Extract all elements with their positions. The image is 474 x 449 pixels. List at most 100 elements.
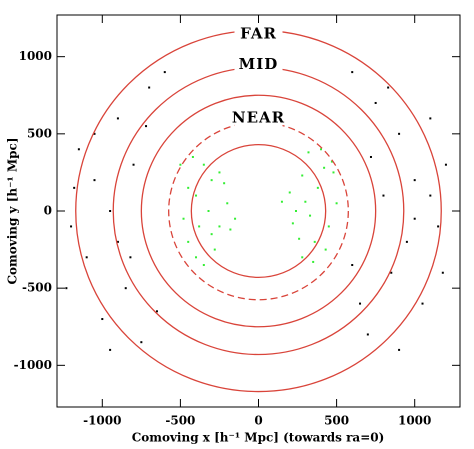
point — [324, 248, 327, 251]
point — [288, 191, 291, 194]
y-tick-label: -1000 — [14, 358, 52, 372]
point — [374, 101, 377, 104]
point — [413, 217, 416, 220]
point — [316, 186, 319, 189]
point — [359, 302, 362, 305]
point — [226, 202, 229, 205]
point — [323, 166, 326, 169]
y-tick-label: 500 — [27, 126, 52, 140]
y-tick-label: -500 — [22, 281, 52, 295]
point — [195, 256, 198, 259]
point — [129, 256, 132, 259]
point — [210, 233, 213, 236]
point — [307, 151, 310, 154]
x-tick-label: -1000 — [83, 414, 121, 428]
y-tick-label: 1000 — [19, 49, 52, 63]
point — [202, 163, 205, 166]
annotation-bg — [234, 109, 283, 128]
point — [398, 132, 401, 135]
x-axis-label: Comoving x [h⁻¹ Mpc] (towards ra=0) — [132, 431, 385, 445]
point — [327, 225, 330, 228]
point — [421, 302, 424, 305]
point — [234, 217, 237, 220]
point — [390, 271, 393, 274]
point — [145, 125, 148, 128]
annotation: FAR — [240, 24, 277, 42]
x-tick-label: 500 — [324, 414, 349, 428]
point — [313, 240, 316, 243]
point — [101, 318, 104, 321]
point — [124, 287, 127, 290]
point — [405, 240, 408, 243]
annotation-bg — [234, 25, 283, 44]
point — [65, 287, 68, 290]
annotation: MID — [239, 55, 279, 73]
point — [330, 160, 333, 163]
point — [187, 186, 190, 189]
point — [398, 348, 401, 351]
point — [179, 163, 182, 166]
point — [155, 310, 158, 313]
radius-circle — [140, 94, 377, 328]
point — [195, 194, 198, 197]
point — [109, 348, 112, 351]
point — [444, 163, 447, 166]
point — [309, 214, 312, 217]
point — [191, 155, 194, 158]
point — [207, 210, 210, 212]
y-tick-label: 0 — [44, 204, 52, 218]
point — [369, 155, 372, 158]
point — [382, 194, 385, 197]
point — [387, 86, 390, 89]
point — [163, 71, 166, 74]
point — [140, 341, 143, 344]
point — [229, 228, 232, 231]
point — [312, 260, 315, 263]
point — [116, 240, 119, 243]
point — [218, 171, 221, 174]
x-tick-label: 1000 — [398, 414, 431, 428]
y-axis-label: Comoving y [h⁻¹ Mpc] — [6, 137, 20, 284]
point — [73, 186, 76, 189]
point — [301, 256, 304, 259]
point — [213, 248, 216, 251]
point — [335, 202, 338, 205]
radius-circle — [190, 143, 327, 279]
point — [187, 240, 190, 243]
point — [109, 210, 112, 212]
point — [332, 171, 335, 174]
point — [351, 264, 354, 267]
point — [202, 264, 205, 267]
point — [291, 222, 294, 225]
point — [429, 194, 432, 197]
point — [441, 271, 444, 274]
point — [298, 237, 301, 240]
point — [218, 225, 221, 228]
point — [132, 163, 135, 166]
point — [93, 132, 96, 135]
point — [413, 179, 416, 182]
point — [77, 148, 80, 151]
point — [437, 225, 440, 228]
point — [182, 217, 185, 220]
annotation: NEAR — [232, 108, 285, 126]
annotation-bg — [234, 56, 283, 75]
point — [319, 148, 322, 151]
point — [198, 225, 201, 228]
point — [70, 225, 73, 228]
point — [280, 200, 283, 203]
point — [301, 174, 304, 177]
point — [294, 210, 297, 212]
point — [210, 179, 213, 182]
point — [351, 71, 354, 74]
point — [223, 182, 226, 185]
point — [429, 117, 432, 120]
point — [93, 179, 96, 182]
point — [366, 333, 369, 336]
point — [116, 117, 119, 120]
point — [304, 200, 307, 203]
x-tick-label: 0 — [254, 414, 262, 428]
point — [85, 256, 88, 259]
